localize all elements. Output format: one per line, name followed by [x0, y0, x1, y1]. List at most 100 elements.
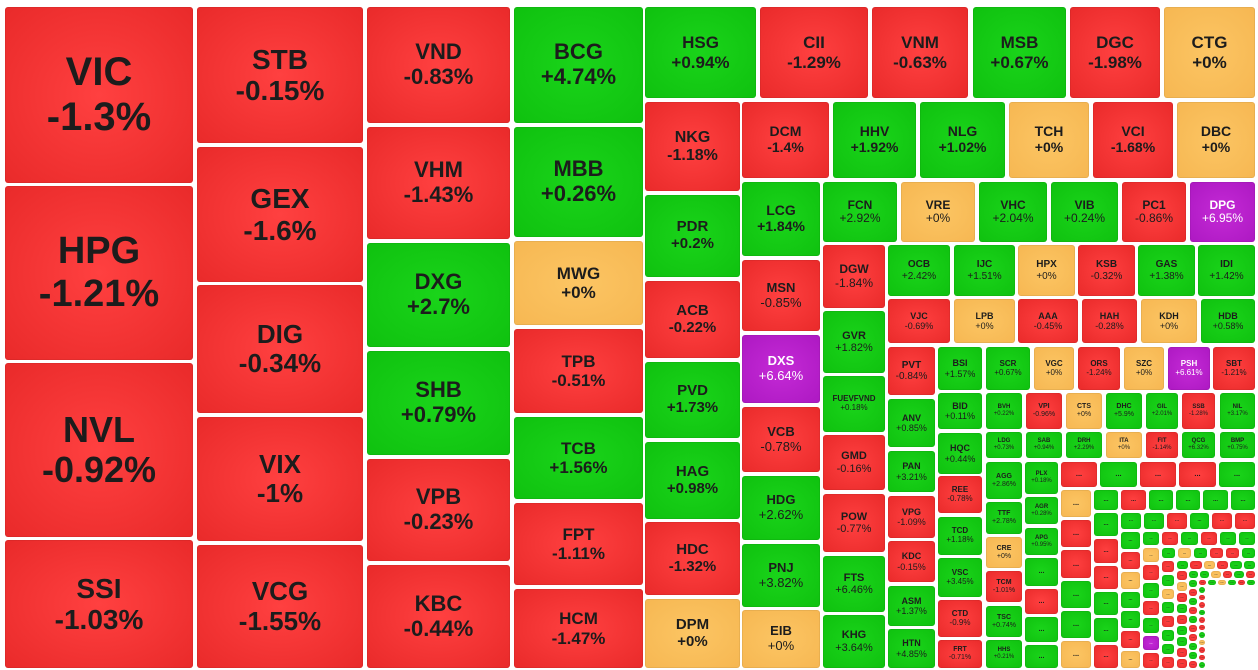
stock-tile[interactable]: VSC +3.45% [938, 558, 982, 597]
stock-tile[interactable]: ... [1204, 561, 1215, 569]
stock-tile[interactable]: CRE +0% [986, 537, 1022, 568]
stock-tile[interactable]: PDR +0.2% [645, 195, 740, 277]
stock-tile[interactable]: HHV +1.92% [833, 102, 916, 178]
stock-tile[interactable]: ... [1094, 566, 1118, 589]
stock-tile[interactable]: VGC +0% [1034, 347, 1074, 390]
stock-tile[interactable]: ... [1149, 490, 1173, 510]
stock-tile[interactable]: AGG +2.86% [986, 462, 1022, 499]
stock-tile[interactable]: ORS -1.24% [1078, 347, 1120, 390]
stock-tile[interactable]: ... [1121, 592, 1140, 608]
stock-tile[interactable]: ... [1239, 532, 1255, 545]
stock-tile[interactable]: ... [1162, 548, 1175, 558]
stock-tile[interactable]: ... [1226, 548, 1239, 558]
stock-tile[interactable]: IJC +1.51% [954, 245, 1015, 296]
stock-tile[interactable]: DIG -0.34% [197, 285, 363, 413]
stock-tile[interactable]: ... [1143, 618, 1159, 633]
stock-tile[interactable]: DCM -1.4% [742, 102, 829, 178]
stock-tile[interactable]: ... [1143, 583, 1159, 598]
stock-tile[interactable]: HAG +0.98% [645, 442, 740, 519]
stock-tile[interactable]: ... [1140, 462, 1176, 487]
stock-tile[interactable]: APG +0.95% [1025, 528, 1058, 555]
stock-tile[interactable]: GEX -1.6% [197, 147, 363, 282]
stock-tile[interactable]: ... [1189, 589, 1197, 596]
stock-tile[interactable]: LPB +0% [954, 299, 1015, 343]
stock-tile[interactable]: ... [1121, 611, 1140, 628]
stock-tile[interactable]: ... [1162, 575, 1174, 586]
stock-tile[interactable]: ... [1230, 561, 1242, 569]
stock-tile[interactable]: OCB +2.42% [888, 245, 950, 296]
stock-tile[interactable]: ... [1094, 618, 1118, 642]
stock-tile[interactable]: PC1 -0.86% [1122, 182, 1186, 242]
stock-tile[interactable]: ... [1199, 625, 1205, 630]
stock-tile[interactable]: ... [1212, 513, 1232, 529]
stock-tile[interactable]: TPB -0.51% [514, 329, 643, 413]
stock-tile[interactable]: NKG -1.18% [645, 102, 740, 191]
stock-tile[interactable]: BCG +4.74% [514, 7, 643, 123]
stock-tile[interactable]: TTF +2.78% [986, 502, 1022, 534]
stock-tile[interactable]: ... [1167, 513, 1187, 529]
stock-tile[interactable]: FPT -1.11% [514, 503, 643, 585]
stock-tile[interactable]: HDG +2.62% [742, 476, 820, 540]
stock-tile[interactable]: ... [1244, 561, 1255, 569]
stock-tile[interactable]: ... [1217, 561, 1228, 569]
stock-tile[interactable]: ... [1162, 616, 1174, 627]
stock-tile[interactable]: ... [1061, 490, 1091, 517]
stock-tile[interactable]: LDG +0.73% [986, 432, 1022, 458]
stock-tile[interactable]: ... [1219, 462, 1255, 487]
stock-tile[interactable]: HPX +0% [1018, 245, 1075, 296]
stock-tile[interactable]: HDB +0.58% [1201, 299, 1255, 343]
stock-tile[interactable]: ... [1189, 652, 1197, 659]
stock-tile[interactable]: ... [1061, 520, 1091, 547]
stock-tile[interactable]: MBB +0.26% [514, 127, 643, 237]
stock-tile[interactable]: ... [1143, 548, 1159, 562]
stock-tile[interactable]: ... [1228, 580, 1236, 585]
stock-tile[interactable]: ... [1238, 580, 1245, 585]
stock-tile[interactable]: DRH +2.29% [1066, 432, 1102, 458]
stock-tile[interactable]: ... [1162, 602, 1174, 613]
stock-tile[interactable]: SAB +0.94% [1026, 432, 1062, 458]
stock-tile[interactable]: ... [1177, 571, 1187, 580]
stock-tile[interactable]: ... [1231, 490, 1255, 510]
stock-tile[interactable]: ITA +0% [1106, 432, 1142, 458]
stock-tile[interactable]: ... [1143, 653, 1159, 668]
stock-tile[interactable]: ... [1061, 611, 1091, 638]
stock-tile[interactable]: VHC +2.04% [979, 182, 1047, 242]
stock-tile[interactable]: ... [1100, 462, 1137, 487]
stock-tile[interactable]: ... [1200, 571, 1209, 578]
stock-tile[interactable]: TSC +0.74% [986, 606, 1022, 637]
stock-tile[interactable]: PAN +3.21% [888, 451, 935, 492]
stock-tile[interactable]: ... [1199, 662, 1205, 668]
stock-tile[interactable]: ... [1144, 513, 1164, 529]
stock-tile[interactable]: ... [1246, 571, 1255, 578]
stock-tile[interactable]: ... [1189, 598, 1197, 605]
stock-tile[interactable]: VIB +0.24% [1051, 182, 1118, 242]
stock-tile[interactable]: MSN -0.85% [742, 260, 820, 331]
stock-tile[interactable]: ... [1121, 513, 1141, 529]
stock-tile[interactable]: ... [1177, 582, 1187, 591]
stock-tile[interactable]: LCG +1.84% [742, 182, 820, 256]
stock-tile[interactable]: ... [1121, 631, 1140, 648]
stock-tile[interactable]: VND -0.83% [367, 7, 510, 123]
stock-tile[interactable]: AAA -0.45% [1018, 299, 1078, 343]
stock-tile[interactable]: HTN +4.85% [888, 629, 935, 668]
stock-tile[interactable]: HSG +0.94% [645, 7, 756, 98]
stock-tile[interactable]: ... [1189, 643, 1197, 650]
stock-tile[interactable]: KSB -0.32% [1078, 245, 1135, 296]
stock-tile[interactable]: ... [1094, 490, 1118, 510]
stock-tile[interactable]: ANV +0.85% [888, 399, 935, 447]
stock-tile[interactable]: ... [1190, 513, 1209, 529]
stock-tile[interactable]: ... [1177, 593, 1187, 602]
stock-tile[interactable]: ... [1181, 532, 1198, 545]
stock-tile[interactable]: DGW -1.84% [823, 245, 885, 308]
stock-tile[interactable]: CTD -0.9% [938, 600, 982, 637]
stock-tile[interactable]: TCM -1.01% [986, 571, 1022, 602]
stock-tile[interactable]: ... [1178, 548, 1191, 558]
stock-tile[interactable]: ... [1177, 615, 1187, 624]
stock-tile[interactable]: ... [1162, 657, 1174, 668]
stock-tile[interactable]: VCI -1.68% [1093, 102, 1173, 178]
stock-tile[interactable]: ... [1199, 632, 1205, 638]
stock-tile[interactable]: ... [1189, 607, 1197, 614]
stock-tile[interactable]: QCG +6.32% [1182, 432, 1215, 458]
stock-tile[interactable]: ... [1242, 548, 1255, 558]
stock-tile[interactable]: ... [1199, 587, 1205, 593]
